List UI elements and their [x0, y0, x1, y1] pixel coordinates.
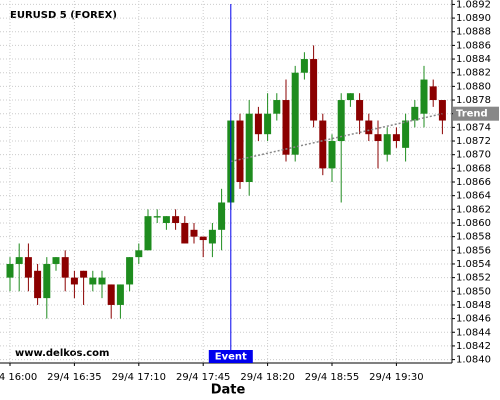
candle-body — [420, 79, 428, 114]
candle-body — [126, 257, 134, 285]
y-tick-label: 1.0878 — [456, 95, 491, 106]
y-tick-label: 1.0850 — [456, 286, 491, 297]
x-tick-label: 29/4 19:30 — [369, 372, 423, 383]
candle-body — [107, 284, 115, 305]
y-tick-label: 1.0854 — [456, 259, 491, 270]
candle-body — [264, 113, 272, 135]
candle-body — [254, 113, 262, 135]
y-tick-label: 1.0860 — [456, 218, 491, 229]
candle-body — [199, 236, 207, 241]
x-tick-label: 29/4 17:45 — [176, 372, 230, 383]
y-tick-label: 1.0844 — [456, 327, 491, 338]
candle-body — [429, 86, 437, 101]
y-tick-label: 1.0884 — [456, 54, 491, 65]
candle-body — [61, 257, 69, 278]
candle-body — [181, 222, 189, 244]
y-tick-label: 1.0892 — [456, 0, 491, 10]
y-tick-label: 1.0840 — [456, 355, 491, 366]
candle-body — [328, 141, 336, 169]
candle-body — [402, 120, 410, 148]
candle-body — [144, 216, 152, 251]
y-tick-label: 1.0886 — [456, 40, 491, 51]
candle-body — [89, 277, 97, 285]
y-tick-label: 1.0848 — [456, 300, 491, 311]
candle-body — [319, 120, 327, 169]
candle-body — [365, 120, 373, 135]
candle-body — [15, 257, 23, 264]
candle-body — [190, 229, 198, 237]
candle-body — [392, 134, 400, 142]
candle-body — [34, 270, 42, 299]
candle-body — [172, 216, 180, 223]
candle-body — [383, 134, 391, 155]
candle-body — [218, 202, 226, 230]
x-tick-label: 29/4 16:00 — [0, 372, 37, 383]
y-tick-label: 1.0852 — [456, 273, 491, 284]
candle-body — [310, 59, 318, 121]
candle-body — [245, 113, 253, 182]
candle-body — [300, 59, 308, 73]
x-tick-label: 29/4 17:10 — [112, 372, 166, 383]
trend-label-box — [453, 106, 499, 121]
candle-body — [337, 100, 345, 142]
y-tick-label: 1.0888 — [456, 27, 491, 38]
candle-body — [236, 120, 244, 182]
candle-body — [52, 257, 60, 264]
candle-body — [153, 216, 161, 218]
y-tick-label: 1.0856 — [456, 245, 491, 256]
candle-body — [135, 250, 143, 258]
x-tick-label: 29/4 18:55 — [305, 372, 359, 383]
x-axis-label: Date — [211, 383, 246, 398]
candle-body — [374, 134, 382, 142]
candle-body — [438, 100, 446, 121]
candle-body — [6, 263, 14, 278]
candle-body — [98, 277, 106, 285]
y-tick-label: 1.0866 — [456, 177, 491, 188]
candle-body — [346, 93, 354, 101]
y-tick-label: 1.0846 — [456, 314, 491, 325]
candle-body — [162, 216, 170, 223]
y-tick-label: 1.0874 — [456, 122, 491, 133]
candle-body — [116, 284, 124, 305]
chart-title: EURUSD 5 (FOREX) — [10, 10, 117, 21]
x-tick-label: 29/4 16:35 — [47, 372, 101, 383]
candle-body — [356, 100, 364, 121]
y-tick-label: 1.0890 — [456, 13, 491, 24]
y-tick-label: 1.0872 — [456, 136, 491, 147]
event-label: Event — [215, 352, 247, 363]
candle-body — [273, 100, 281, 114]
candle-body — [70, 277, 78, 285]
y-tick-label: 1.0864 — [456, 191, 491, 202]
y-tick-label: 1.0868 — [456, 163, 491, 174]
x-tick-label: 29/4 18:20 — [240, 372, 294, 383]
candle-body — [208, 229, 216, 244]
y-tick-label: 1.0870 — [456, 150, 491, 161]
candle-body — [80, 270, 88, 278]
y-tick-label: 1.0880 — [456, 81, 491, 92]
candle-body — [43, 263, 51, 299]
candle-body — [291, 72, 299, 155]
candle-body — [24, 257, 32, 278]
watermark: www.delkos.com — [15, 348, 109, 359]
y-tick-label: 1.0862 — [456, 204, 491, 215]
candle-body — [282, 100, 290, 155]
trend-label: Trend — [456, 109, 488, 120]
y-tick-label: 1.0858 — [456, 232, 491, 243]
event-label-box — [208, 350, 253, 363]
y-tick-label: 1.0882 — [456, 68, 491, 79]
candle-body — [411, 106, 419, 121]
trend-line — [230, 112, 443, 163]
y-tick-label: 1.0842 — [456, 341, 491, 352]
